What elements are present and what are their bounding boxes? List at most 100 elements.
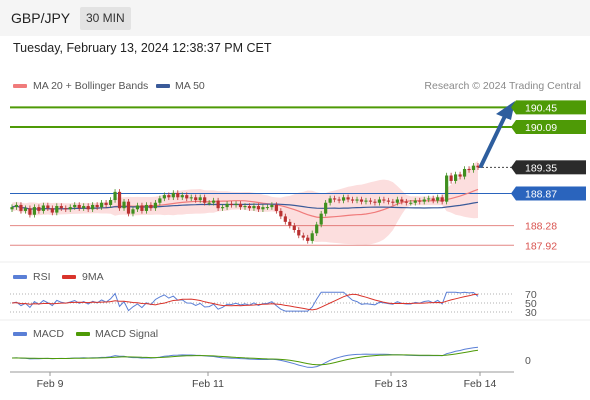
- candle-body: [453, 174, 458, 181]
- rsi-level-label: 30: [525, 307, 537, 319]
- candle-body: [386, 200, 390, 202]
- candle-body: [265, 207, 270, 209]
- resistance-1-label-pointer: [511, 120, 516, 134]
- candle-body: [306, 237, 310, 241]
- candle: [82, 203, 86, 211]
- candle: [126, 198, 131, 217]
- bollinger-band-area: [12, 160, 478, 245]
- candle: [391, 198, 395, 206]
- support-2-label: 187.92: [525, 240, 557, 252]
- header-bar: GBP/JPY 30 MIN: [0, 0, 590, 36]
- candle-body: [373, 201, 377, 203]
- candle-body: [171, 192, 175, 198]
- candle: [350, 196, 355, 204]
- candle-body: [310, 233, 314, 241]
- candle-body: [100, 202, 104, 208]
- candle: [171, 190, 175, 201]
- forecast-arrow: [479, 101, 515, 168]
- candle: [225, 201, 229, 210]
- candle: [306, 234, 310, 244]
- candle-body: [10, 207, 14, 210]
- candle-body: [91, 204, 95, 210]
- candle: [162, 192, 166, 202]
- candle: [32, 204, 37, 218]
- candle: [256, 203, 261, 213]
- candle: [73, 202, 77, 210]
- candle: [337, 196, 341, 204]
- candle: [400, 196, 404, 205]
- pivot-label-pointer: [511, 186, 516, 201]
- candle-body: [19, 204, 23, 211]
- chart-datetime: Tuesday, February 13, 2024 12:38:37 PM C…: [13, 41, 272, 55]
- candle: [135, 202, 140, 213]
- candle-body: [261, 207, 265, 210]
- candle: [283, 213, 287, 225]
- rsi-ma-legend-swatch: [62, 275, 76, 279]
- candle: [261, 204, 265, 213]
- macd-zero-label: 0: [525, 355, 531, 367]
- macd-legend-label: MACD: [33, 328, 64, 340]
- ma20-legend-label: MA 20 + Bollinger Bands: [33, 80, 149, 92]
- candle-body: [176, 192, 180, 198]
- support-1-label: 188.28: [525, 221, 557, 233]
- candle-body: [23, 208, 28, 211]
- candle-body: [445, 175, 449, 202]
- candle-body: [449, 175, 453, 181]
- candle-body: [247, 206, 252, 209]
- candle-body: [37, 207, 41, 211]
- resistance-2-label-pointer: [511, 100, 516, 115]
- candle: [346, 194, 350, 203]
- x-tick-label: Feb 13: [375, 378, 408, 390]
- candle: [189, 194, 193, 202]
- pivot-label-box: [516, 186, 586, 201]
- candle: [185, 192, 189, 202]
- candle: [243, 203, 247, 210]
- candle: [95, 202, 99, 210]
- candle-body: [225, 203, 229, 208]
- candle: [158, 195, 162, 206]
- candle-body: [404, 201, 408, 203]
- rsi-ma-line: [11, 293, 479, 311]
- instrument-title: GBP/JPY: [11, 10, 71, 26]
- candle-body: [194, 197, 198, 201]
- candle-body: [59, 206, 63, 209]
- candle-body: [144, 204, 149, 211]
- candle-body: [126, 201, 131, 214]
- candle: [19, 202, 23, 214]
- candle: [333, 195, 337, 203]
- candle: [409, 200, 413, 206]
- candle-body: [238, 203, 243, 208]
- candle-body: [243, 206, 247, 208]
- candle-body: [409, 202, 413, 204]
- candle: [198, 194, 202, 203]
- ma50-legend-label: MA 50: [175, 80, 205, 92]
- candle: [319, 210, 323, 228]
- candle-body: [301, 235, 305, 238]
- pivot-label: 188.87: [525, 188, 557, 200]
- candle-body: [153, 202, 157, 209]
- candle: [68, 204, 72, 213]
- candle: [449, 172, 453, 184]
- resistance-1-label: 190.09: [525, 122, 557, 134]
- candle: [476, 162, 480, 171]
- candle: [203, 194, 207, 206]
- candle-body: [297, 230, 301, 236]
- candle-body: [180, 195, 184, 198]
- candle: [153, 200, 157, 211]
- candle-body: [14, 204, 19, 208]
- candle: [216, 197, 220, 211]
- candle: [37, 204, 41, 214]
- candle-body: [104, 202, 108, 205]
- candles: [10, 162, 480, 244]
- rsi-level-label: 50: [525, 298, 537, 310]
- candle-body: [32, 207, 37, 215]
- candle: [422, 196, 426, 205]
- resistance-2-label-box: [516, 100, 586, 115]
- candle: [413, 197, 417, 206]
- timeframe-button[interactable]: 30 MIN: [80, 7, 131, 30]
- candle: [140, 202, 144, 214]
- macd-signal-legend-label: MACD Signal: [95, 328, 159, 340]
- candle-body: [364, 200, 368, 202]
- candle-body: [73, 204, 77, 208]
